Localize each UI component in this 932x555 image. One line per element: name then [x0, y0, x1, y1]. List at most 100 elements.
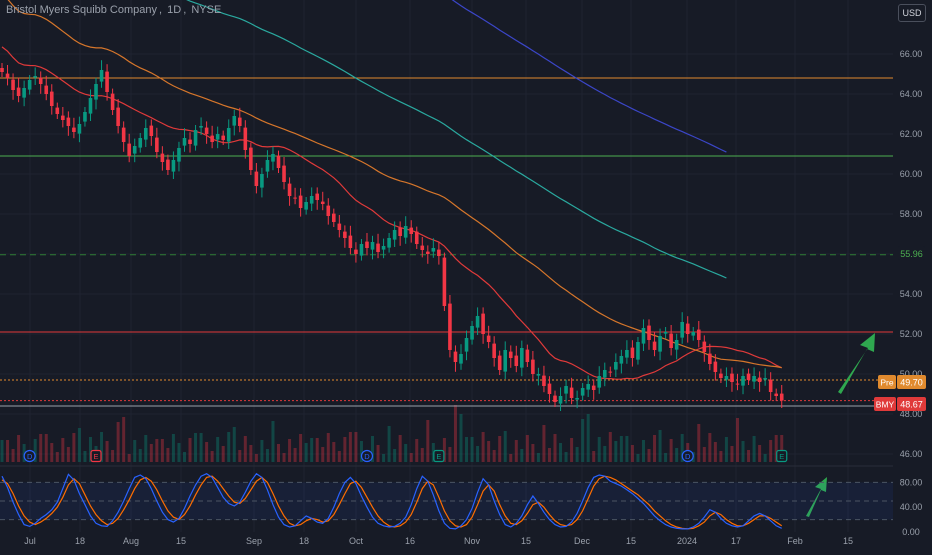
- volume-bar: [66, 447, 70, 462]
- candle-body: [392, 230, 397, 240]
- candle-body: [160, 153, 165, 162]
- candle-body: [652, 341, 657, 350]
- volume-bar: [127, 454, 131, 462]
- price-up-arrow-icon[interactable]: [838, 333, 875, 394]
- candle-body: [298, 195, 303, 208]
- volume-bar: [105, 441, 109, 462]
- price-tick-label: 64.00: [900, 89, 923, 99]
- moving-average-50: [7, 0, 782, 369]
- candle-body: [149, 125, 154, 136]
- candle-body: [83, 112, 87, 122]
- candle-body: [343, 231, 347, 238]
- volume-bar: [669, 439, 673, 462]
- moving-average-200: [451, 0, 727, 153]
- volume-bar: [61, 438, 65, 462]
- candle-body: [33, 76, 37, 78]
- dividend-marker-icon[interactable]: [681, 449, 694, 463]
- stochastic-k-line: [1, 472, 782, 530]
- volume-bar: [476, 446, 480, 462]
- volume-bar: [238, 450, 242, 462]
- oscillator-up-arrow-icon[interactable]: [806, 477, 827, 517]
- candle-body: [66, 117, 71, 126]
- candle-body: [315, 193, 320, 200]
- candle-body: [143, 128, 148, 140]
- candle-body: [210, 135, 214, 142]
- volume-bar: [315, 438, 319, 462]
- time-axis[interactable]: Jul 18 Aug 15 Sep 18 Oct 16 Nov 15 Dec 15 2024 17 Feb 1…: [24, 536, 853, 546]
- candle-body: [204, 127, 209, 134]
- volume-bar: [387, 426, 391, 462]
- dividend-marker-icon[interactable]: [23, 449, 36, 463]
- earnings-marker-icon[interactable]: [90, 449, 102, 463]
- oscillator-tick-label: 80.00: [900, 477, 923, 487]
- volume-bar: [758, 445, 762, 462]
- volume-bar: [752, 436, 756, 462]
- volume-bar: [243, 436, 247, 462]
- time-tick-label: 15: [521, 536, 531, 546]
- candle-body: [448, 303, 452, 350]
- candle-body: [647, 325, 651, 340]
- candle-body: [514, 355, 519, 366]
- volume-bar: [116, 422, 120, 462]
- candle-body: [254, 171, 259, 186]
- volume-bar: [155, 439, 159, 462]
- candle-body: [22, 88, 26, 98]
- volume-bar: [72, 433, 76, 462]
- trend-arrows[interactable]: [806, 333, 875, 517]
- candle-body: [44, 85, 49, 94]
- candle-body: [237, 117, 242, 126]
- volume-bar: [17, 435, 21, 462]
- candle-body: [232, 116, 237, 126]
- volume-bar: [619, 436, 623, 462]
- candle-body: [387, 238, 391, 248]
- volume-bar: [111, 450, 115, 462]
- last-price-label: 48.67: [900, 400, 923, 410]
- volume-bar: [536, 453, 540, 462]
- time-tick-label: 2024: [677, 536, 697, 546]
- dividend-marker-icon[interactable]: [360, 449, 374, 463]
- volume-bar: [581, 419, 585, 462]
- candle-body: [520, 348, 524, 368]
- candle-body: [547, 383, 552, 394]
- candle-body: [105, 71, 109, 92]
- volume-bar: [597, 437, 601, 462]
- volume-bar: [348, 432, 352, 462]
- volume-bar: [359, 441, 363, 462]
- candle-body: [696, 329, 701, 340]
- earnings-marker-icon[interactable]: [433, 449, 445, 463]
- candle-body: [370, 242, 375, 250]
- price-tick-label: 46.00: [900, 449, 923, 459]
- candle-body: [708, 353, 712, 364]
- candle-body: [320, 201, 325, 204]
- volume-bar: [492, 450, 496, 462]
- price-tick-label: 54.00: [900, 289, 923, 299]
- candle-body: [536, 374, 541, 376]
- time-tick-label: 15: [843, 536, 853, 546]
- volume-bar: [216, 437, 220, 462]
- volume-bar: [448, 447, 452, 462]
- candle-body: [265, 160, 270, 172]
- time-tick-label: Sep: [246, 536, 262, 546]
- price-tick-label: 48.00: [900, 409, 923, 419]
- volume-bar: [481, 432, 485, 462]
- volume-bar: [570, 438, 574, 462]
- volume-bar: [741, 441, 745, 462]
- horizontal-levels[interactable]: [0, 77, 893, 407]
- candle-body: [597, 376, 602, 388]
- price-axis[interactable]: 66.0064.0062.0060.0058.0056.0054.0052.00…: [900, 49, 923, 537]
- time-tick-label: 18: [75, 536, 85, 546]
- candle-body: [94, 84, 98, 100]
- volume-bar: [680, 434, 684, 462]
- volume-bar: [653, 435, 657, 462]
- candle-body: [110, 93, 115, 110]
- currency-button[interactable]: USD: [898, 4, 926, 22]
- price-tick-label: 60.00: [900, 169, 923, 179]
- earnings-marker-icon[interactable]: [776, 449, 788, 463]
- volume-bar: [564, 452, 568, 462]
- candle-body: [27, 80, 32, 90]
- candle-body: [304, 202, 308, 210]
- volume-bar: [354, 432, 358, 462]
